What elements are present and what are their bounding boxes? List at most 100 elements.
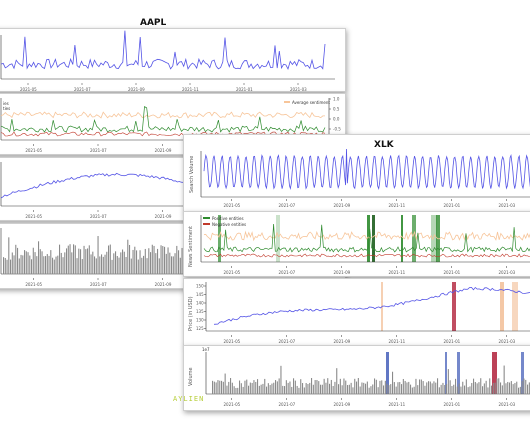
volume-bar <box>368 387 370 394</box>
volume-bar <box>101 254 103 274</box>
xlk-search-ylabel: Search Volume <box>189 156 195 193</box>
volume-bar <box>465 379 467 394</box>
volume-bar <box>97 236 99 274</box>
xlk-volume-panel: 1e7 Volume 2021-05 2021-07 2021-09 2021-11 2… <box>183 345 530 411</box>
volume-bar <box>275 380 277 394</box>
volume-bar <box>305 383 307 394</box>
volume-bar <box>343 378 345 394</box>
event-band <box>521 352 524 394</box>
volume-bar <box>431 383 433 394</box>
volume-bar <box>455 378 457 394</box>
xlk-price-panel: Price (in USD) 150 145 140 135 130 125 2021-0… <box>183 278 530 346</box>
volume-bar <box>136 250 138 274</box>
volume-bar <box>428 381 430 394</box>
event-band <box>457 352 460 394</box>
volume-bar <box>80 249 82 274</box>
volume-bar <box>151 244 153 274</box>
x-tick-label: 2021-07 <box>74 87 91 91</box>
aapl-price-line <box>0 172 195 199</box>
volume-bar <box>90 254 92 274</box>
volume-bar <box>276 381 278 394</box>
volume-bar <box>341 385 343 394</box>
x-tick-label: 2021-07 <box>279 270 296 275</box>
volume-bar <box>298 387 300 394</box>
x-tick-label: 2021-05 <box>224 339 241 344</box>
aapl-search-line <box>0 30 326 70</box>
volume-bar <box>404 380 406 394</box>
volume-bar <box>402 378 404 394</box>
volume-bar <box>384 380 386 394</box>
event-band <box>218 215 221 262</box>
volume-bar <box>471 383 473 394</box>
volume-bar <box>57 255 59 274</box>
volume-bar <box>464 385 466 394</box>
volume-bar <box>469 386 471 394</box>
y-tick-label: -0.5 <box>333 127 341 132</box>
volume-bar <box>350 382 352 394</box>
volume-bar <box>374 378 376 394</box>
xlk-sentiment-chart: News Sentiment Positive entities Negativ… <box>188 215 530 275</box>
volume-bar <box>525 379 527 394</box>
volume-bar <box>71 252 73 274</box>
volume-bar <box>18 258 20 274</box>
x-tick-label: 2021-01 <box>444 402 461 407</box>
x-tick-label: 2021-09 <box>334 339 351 344</box>
volume-bar <box>237 387 239 394</box>
volume-bar <box>10 259 12 274</box>
x-tick-label: 2021-03 <box>290 87 307 91</box>
volume-bar <box>336 368 338 394</box>
volume-bar <box>257 379 259 394</box>
x-tick-label: 2021-07 <box>279 203 296 208</box>
volume-bar <box>352 387 354 394</box>
volume-bar <box>224 373 226 394</box>
x-tick-label: 2021-03 <box>499 203 516 208</box>
aapl-search-chart: 2021-05 2021-07 2021-09 2021-11 2021-01 2021-… <box>0 30 335 91</box>
volume-bar <box>512 384 514 394</box>
volume-bar <box>447 369 449 394</box>
volume-bar <box>311 378 313 394</box>
volume-bar <box>122 249 124 274</box>
x-tick-label: 2021-01 <box>236 87 253 91</box>
volume-bar <box>157 248 159 274</box>
volume-bar <box>92 251 94 274</box>
volume-bar <box>487 387 489 394</box>
volume-bar <box>246 379 248 394</box>
volume-bar <box>419 379 421 394</box>
volume-bar <box>514 383 516 394</box>
volume-bar <box>483 383 485 394</box>
xlk-price-line <box>213 286 530 325</box>
xlk-price-ylabel: Price (in USD) <box>188 296 194 331</box>
volume-bar <box>489 378 491 394</box>
volume-bar <box>116 256 118 274</box>
volume-bar <box>48 255 50 274</box>
xlk-price-chart: Price (in USD) 150 145 140 135 130 125 2021-0… <box>188 282 530 344</box>
volume-bar <box>8 237 10 274</box>
event-band <box>452 282 456 331</box>
aapl-title: AAPL <box>140 18 167 28</box>
volume-bar <box>332 386 334 394</box>
volume-bar <box>510 381 512 394</box>
volume-bar <box>518 387 520 394</box>
volume-bar <box>372 384 374 394</box>
volume-bar <box>137 259 139 274</box>
volume-bar <box>492 382 494 394</box>
x-tick-label: 2021-05 <box>224 270 241 275</box>
volume-bar <box>171 256 173 274</box>
volume-bar <box>282 385 284 394</box>
volume-bar <box>148 248 150 274</box>
volume-bar <box>231 382 233 394</box>
x-tick-label: 2021-01 <box>444 270 461 275</box>
volume-bar <box>172 256 174 274</box>
volume-bar <box>381 380 383 394</box>
xlk-volume-exponent: 1e7 <box>202 347 210 352</box>
volume-bar <box>134 246 136 274</box>
x-tick-label: 2021-07 <box>279 402 296 407</box>
volume-bar <box>361 382 363 394</box>
volume-bar <box>359 386 361 394</box>
volume-bar <box>60 252 62 274</box>
volume-bar <box>144 248 146 274</box>
volume-bar <box>78 248 80 274</box>
volume-bar <box>55 256 57 274</box>
x-tick-label: 2021-01 <box>444 339 461 344</box>
volume-bar <box>255 381 257 394</box>
